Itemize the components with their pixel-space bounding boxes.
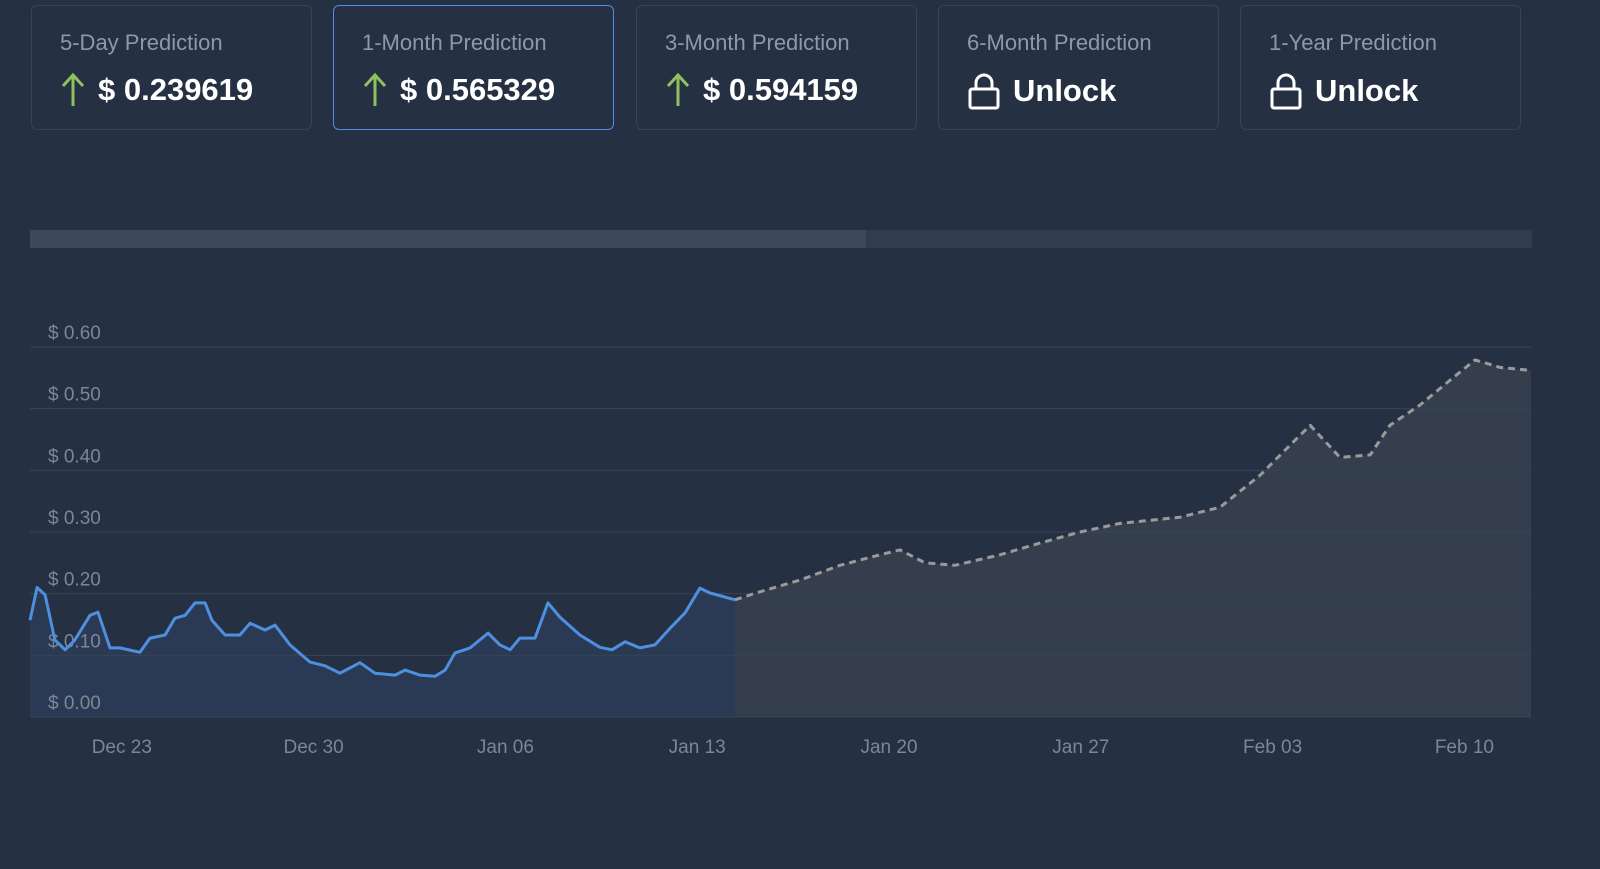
x-tick-label: Jan 06 [477, 737, 534, 758]
scroll-thumb[interactable] [30, 230, 866, 248]
series-line [734, 358, 1532, 602]
card-value: $ 0.565329 [362, 72, 555, 108]
card-value-text: $ 0.594159 [703, 72, 859, 107]
y-tick-label: $ 0.00 [48, 693, 101, 714]
x-tick-label: Dec 23 [92, 737, 152, 758]
x-tick-label: Dec 30 [283, 737, 343, 758]
up-arrow [363, 72, 387, 106]
card-value-text: Unlock [1013, 73, 1117, 108]
up-arrow [61, 72, 85, 106]
y-tick-label: $ 0.40 [48, 446, 101, 467]
x-tick-label: Jan 13 [669, 737, 726, 758]
x-tick-label: Feb 10 [1435, 737, 1494, 758]
card-label: 1-Year Prediction [1269, 30, 1437, 55]
card-value-text: Unlock [1315, 73, 1419, 108]
card-label: 5-Day Prediction [60, 30, 223, 55]
y-tick-label: $ 0.50 [48, 385, 101, 406]
card-value: Unlock [967, 72, 1116, 110]
y-tick-label: $ 0.20 [48, 570, 101, 591]
chart: $ 0.00$ 0.10$ 0.20$ 0.30$ 0.40$ 0.50$ 0.… [28, 230, 1532, 758]
lock-icon [968, 73, 1000, 110]
lock-icon [1270, 73, 1302, 110]
area [30, 587, 736, 717]
card-value: $ 0.594159 [665, 72, 858, 108]
page: {"cards": [ {"label": "5-Day Prediction"… [28, 5, 1532, 758]
card-value: $ 0.239619 [60, 72, 253, 108]
y-tick-label: $ 0.60 [48, 323, 101, 344]
up-arrow [666, 72, 690, 106]
prediction-card[interactable]: 1-Year Prediction Unlock [1240, 5, 1521, 130]
prediction-card[interactable]: 3-Month Prediction $ 0.594159 [636, 5, 917, 130]
area [735, 359, 1531, 717]
card-value: Unlock [1269, 72, 1418, 110]
series-line [28, 586, 736, 678]
card-label: 1-Month Prediction [362, 30, 547, 55]
x-tick-label: Jan 27 [1052, 737, 1109, 758]
x-tick-label: Jan 20 [860, 737, 917, 758]
card-value-text: $ 0.239619 [98, 72, 254, 107]
y-tick-label: $ 0.30 [48, 508, 101, 529]
prediction-card[interactable]: 1-Month Prediction $ 0.565329 [333, 5, 614, 130]
card-label: 3-Month Prediction [665, 30, 850, 55]
card-label: 6-Month Prediction [967, 30, 1152, 55]
prediction-card[interactable]: 6-Month Prediction Unlock [938, 5, 1219, 130]
x-tick-label: Feb 03 [1243, 737, 1302, 758]
prediction-card[interactable]: 5-Day Prediction $ 0.239619 [31, 5, 312, 130]
card-value-text: $ 0.565329 [400, 72, 556, 107]
